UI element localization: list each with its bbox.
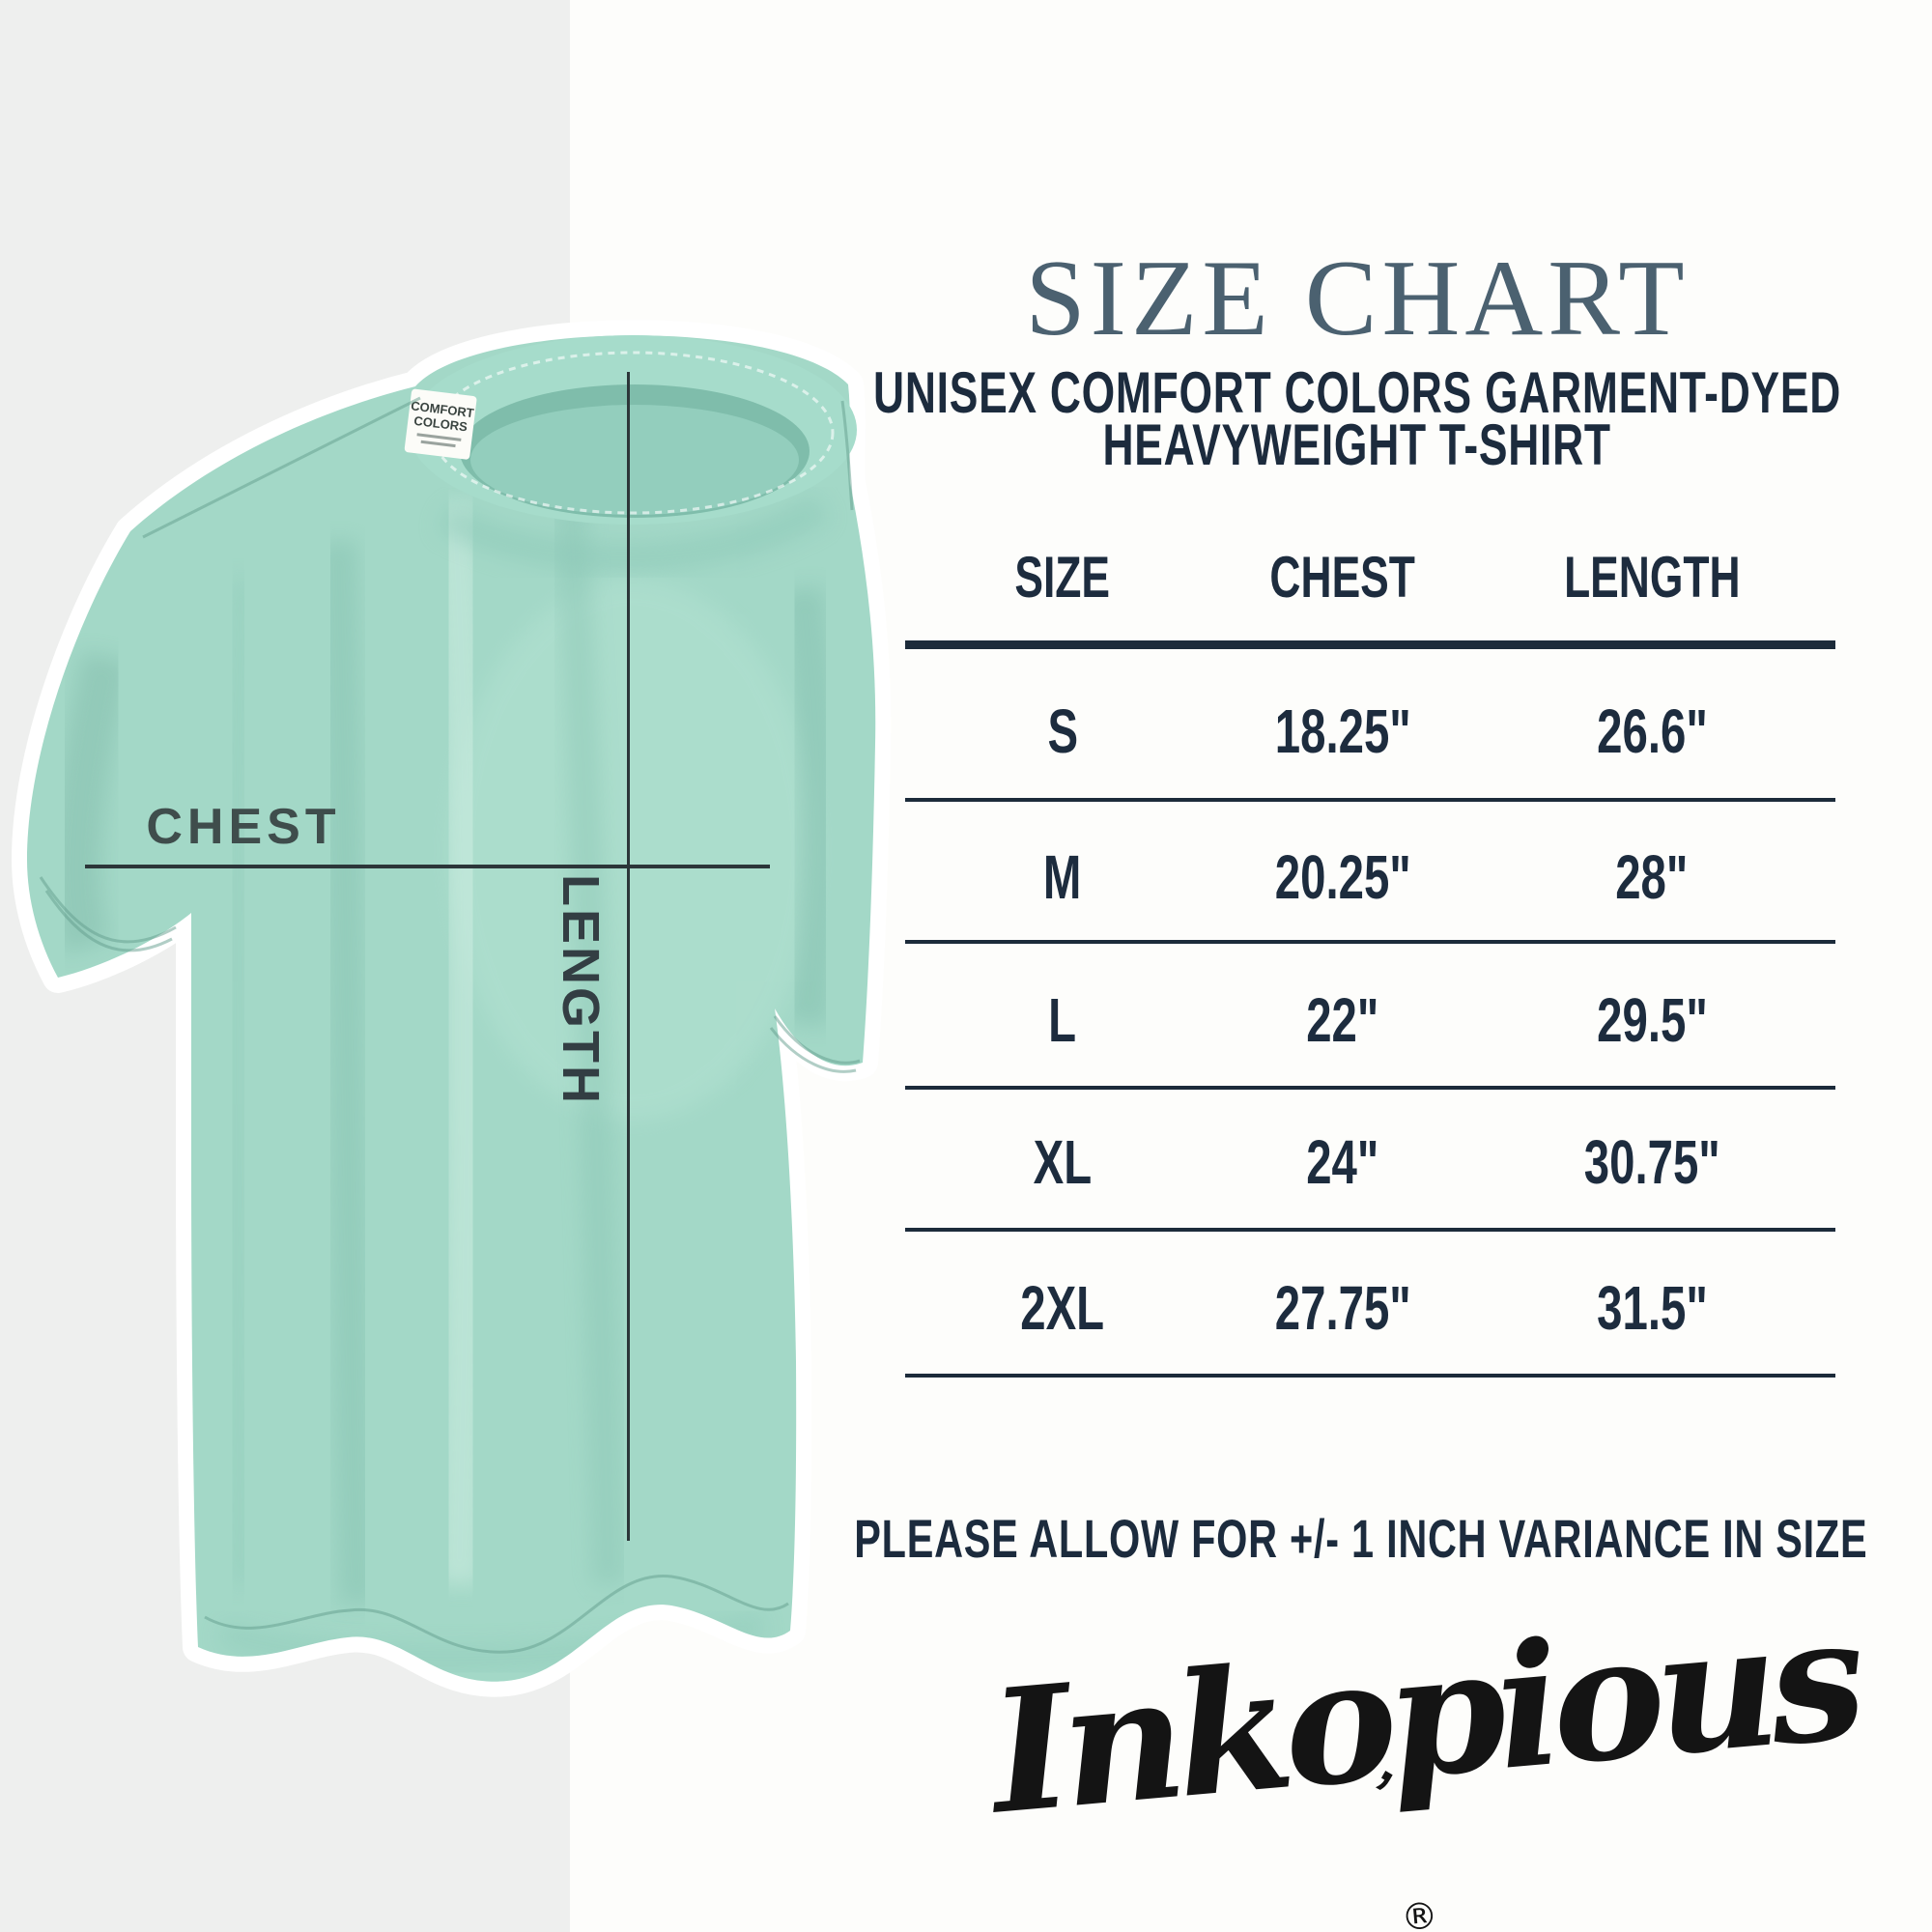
table-row-2xl-size: 2XL	[1020, 1273, 1105, 1343]
table-row-l-size: L	[1048, 985, 1077, 1055]
table-row-divider	[905, 1228, 1835, 1232]
variance-note: PLEASE ALLOW FOR +/- 1 INCH VARIANCE IN …	[854, 1508, 1868, 1569]
table-row-xl-size: XL	[1033, 1127, 1093, 1197]
column-header-length: LENGTH	[1563, 545, 1741, 610]
chest-label: CHEST	[146, 799, 341, 855]
length-label: LENGTH	[552, 874, 610, 1106]
chest-measure-line	[85, 865, 770, 868]
table-row-l-length: 29.5"	[1596, 985, 1708, 1055]
neck-tag-brand-line2: COLORS	[413, 413, 469, 435]
table-row-m-chest: 20.25"	[1274, 842, 1411, 912]
page-title: SIZE CHART	[1025, 239, 1690, 358]
fabric-shading	[52, 492, 840, 1672]
table-row-divider	[905, 1086, 1835, 1090]
table-row-m-length: 28"	[1615, 842, 1689, 912]
tshirt-photo: COMFORT COLORS	[12, 320, 892, 1697]
collar	[409, 335, 857, 525]
table-header-rule	[905, 640, 1835, 649]
registered-trademark-symbol: ®	[1399, 1893, 1440, 1932]
table-row-s-size: S	[1047, 696, 1078, 766]
brand-logo: Inkopious’®	[983, 1579, 1864, 1932]
neck-tag: COMFORT COLORS	[404, 388, 477, 460]
seams	[39, 396, 861, 1654]
table-row-s-length: 26.6"	[1596, 696, 1708, 766]
table-row-l-chest: 22"	[1306, 985, 1379, 1055]
subtitle-line1: UNISEX COMFORT COLORS GARMENT-DYED	[873, 360, 1841, 425]
column-header-size: SIZE	[1014, 545, 1111, 610]
table-row-s-chest: 18.25"	[1274, 696, 1411, 766]
table-row-xl-chest: 24"	[1306, 1127, 1379, 1197]
table-row-xl-length: 30.75"	[1583, 1127, 1720, 1197]
table-row-2xl-length: 31.5"	[1596, 1273, 1708, 1343]
table-row-2xl-chest: 27.75"	[1274, 1273, 1411, 1343]
table-row-divider	[905, 798, 1835, 802]
subtitle-line2: HEAVYWEIGHT T-SHIRT	[1102, 412, 1612, 477]
brand-logo-text: Inkopious	[983, 1579, 1864, 1853]
table-bottom-rule	[905, 1374, 1835, 1378]
length-measure-line	[627, 372, 630, 1541]
table-row-divider	[905, 940, 1835, 944]
table-row-m-size: M	[1043, 842, 1082, 912]
column-header-chest: CHEST	[1269, 545, 1416, 610]
